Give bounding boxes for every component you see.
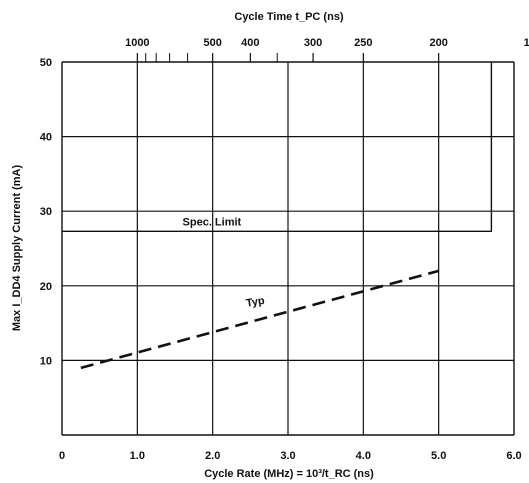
spec-limit-series-line xyxy=(62,62,493,233)
top-tick-label: 200 xyxy=(429,37,447,49)
x-tick-label: 0 xyxy=(59,450,65,462)
x-tick-label: 4.0 xyxy=(356,450,371,462)
top-tick-label: 250 xyxy=(354,37,372,49)
top-tick-label: 1000 xyxy=(125,37,149,49)
chart-title: Cycle Time t_PC (ns) xyxy=(234,11,344,23)
x-tick-label: 5.0 xyxy=(431,450,446,462)
top-tick-label: 500 xyxy=(203,37,221,49)
top-tick-label: 400 xyxy=(241,37,259,49)
x-tick-label: 6.0 xyxy=(506,450,521,462)
top-tick-label: 300 xyxy=(304,37,322,49)
y-tick-label: 50 xyxy=(40,57,52,69)
typ-series-line xyxy=(80,269,440,370)
labels: 0 1.0 2.0 3.0 4.0 5.0 6.0 10 20 30 40 50 1000 500 400 3… xyxy=(40,37,529,462)
x-tick-label: 1.0 xyxy=(130,450,145,462)
y-tick-label: 20 xyxy=(40,281,52,293)
y-tick-label: 40 xyxy=(40,132,52,144)
series xyxy=(62,62,493,370)
y-tick-label: 10 xyxy=(40,355,52,367)
x-tick-label: 3.0 xyxy=(280,450,295,462)
axes xyxy=(61,53,515,436)
y-tick-label: 30 xyxy=(40,206,52,218)
top-tick-label: 160 xyxy=(524,37,529,49)
spec-limit-label: Spec. Limit xyxy=(183,216,242,228)
y-axis-label: Max I_DD4 Supply Current (mA) xyxy=(11,165,23,332)
x-tick-label: 2.0 xyxy=(205,450,220,462)
typ-label: Typ xyxy=(245,295,266,310)
x-axis-label: Cycle Rate (MHz) = 10³/t_RC (ns) xyxy=(204,468,374,480)
grid xyxy=(62,62,514,435)
